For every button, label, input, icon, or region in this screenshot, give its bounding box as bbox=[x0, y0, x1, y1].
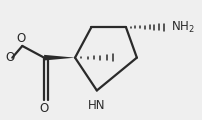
Text: O: O bbox=[17, 32, 26, 45]
Text: HN: HN bbox=[88, 99, 105, 112]
Polygon shape bbox=[44, 55, 75, 60]
Text: O: O bbox=[5, 51, 14, 64]
Text: O: O bbox=[39, 102, 48, 115]
Text: NH$_2$: NH$_2$ bbox=[170, 20, 194, 35]
